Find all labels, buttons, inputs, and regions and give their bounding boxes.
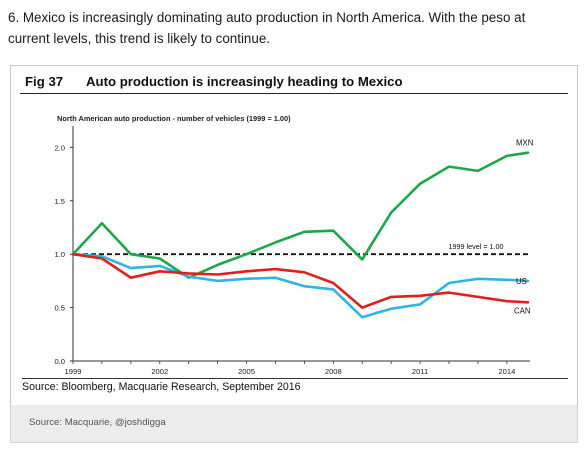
intro-line-2: current levels, this trend is likely to … xyxy=(8,31,270,46)
figure-source: Source: Bloomberg, Macquarie Research, S… xyxy=(22,378,568,393)
series-line-can xyxy=(71,252,530,309)
x-tick-label: 2005 xyxy=(238,367,255,376)
y-tick-label: 0.5 xyxy=(54,304,65,313)
figure-header: Fig 37 Auto production is increasingly h… xyxy=(20,71,568,94)
x-tick-label: 1999 xyxy=(65,367,82,376)
figure-card: Fig 37 Auto production is increasingly h… xyxy=(10,65,578,407)
series-label-us: US xyxy=(516,277,527,286)
y-tick-label: 1.0 xyxy=(54,250,65,259)
y-tick-label: 2.0 xyxy=(54,143,65,152)
series-label-mxn: MXN xyxy=(516,139,533,148)
figure-title: Auto production is increasingly heading … xyxy=(86,74,403,89)
series-line-us xyxy=(71,252,530,319)
x-tick-label: 2011 xyxy=(412,367,428,376)
reference-label: 1999 level = 1.00 xyxy=(449,242,504,251)
footer-credit: Source: Macquarie, @joshdigga xyxy=(29,417,166,428)
x-tick-label: 2002 xyxy=(151,367,168,376)
intro-line-1: 6. Mexico is increasingly dominating aut… xyxy=(8,10,526,25)
x-tick-label: 2014 xyxy=(498,367,515,376)
series-label-can: CAN xyxy=(514,306,530,315)
figure-number: Fig 37 xyxy=(25,74,64,89)
y-tick-label: 1.5 xyxy=(54,197,65,206)
chart-title: North American auto production - number … xyxy=(57,114,291,123)
series-line-mxn xyxy=(71,151,530,279)
x-tick-label: 2008 xyxy=(325,367,342,376)
line-chart: 0.0 0.5 1.0 1.5 2.0 1999 2002 2005 2008 2011 2014 1… xyxy=(54,126,533,376)
y-tick-label: 0.0 xyxy=(54,357,65,366)
intro-text: 6. Mexico is increasingly dominating aut… xyxy=(8,7,578,49)
footer-caption: Source: Macquarie, @joshdigga xyxy=(10,405,578,443)
